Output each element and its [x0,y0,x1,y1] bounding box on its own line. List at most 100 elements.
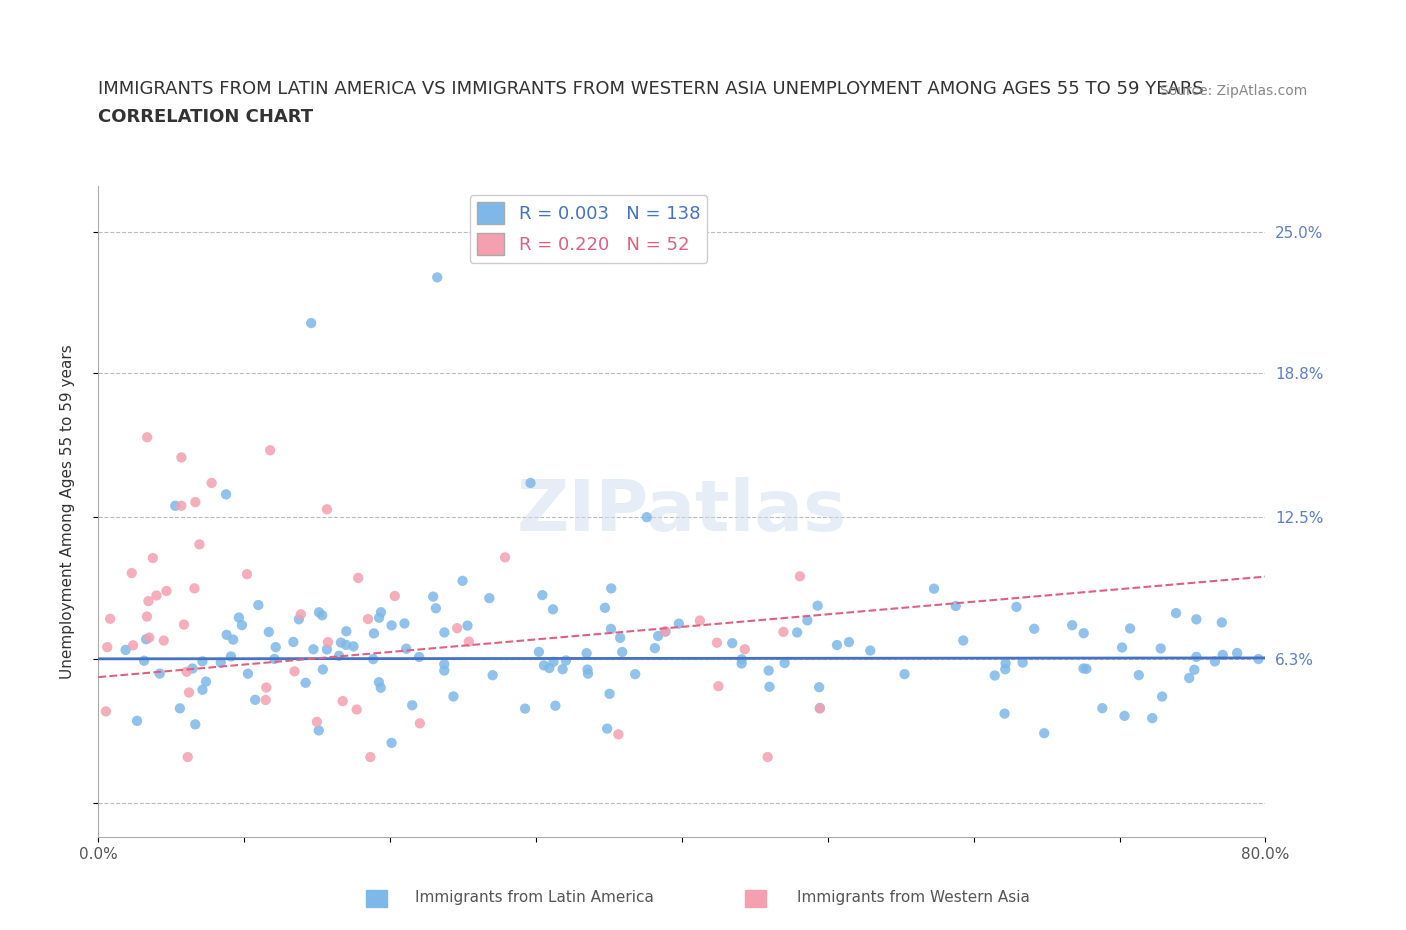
Point [183,581,205,596]
Point [290,607,312,622]
Point [426,270,449,285]
Point [283,634,305,649]
Point [451,574,474,589]
Point [494,550,516,565]
Point [368,610,391,625]
Point [593,601,616,616]
Text: ZIPatlas: ZIPatlas [517,477,846,546]
Point [1185,649,1208,664]
Point [254,680,277,695]
Point [145,588,167,603]
Point [600,621,623,636]
Point [134,653,156,668]
Point [859,643,882,658]
Point [308,723,330,737]
Text: CORRELATION CHART: CORRELATION CHART [98,108,314,126]
Point [734,642,756,657]
Point [1111,640,1133,655]
Point [1226,645,1249,660]
Point [370,681,392,696]
Point [1011,655,1033,670]
Point [152,633,174,648]
Point [446,620,468,635]
Point [689,613,711,628]
Point [543,655,565,670]
Point [170,498,193,513]
Point [236,666,259,681]
Point [184,717,207,732]
Point [149,666,172,681]
Point [308,604,330,619]
Point [259,443,281,458]
Point [443,689,465,704]
Point [201,475,224,490]
Point [346,702,368,717]
Point [952,633,974,648]
Point [825,638,848,653]
Point [381,618,404,632]
Point [636,510,658,525]
Point [155,583,177,598]
Point [555,653,578,668]
Point [721,636,744,651]
Point [302,642,325,657]
Point [254,693,277,708]
Point [363,626,385,641]
Text: Source: ZipAtlas.com: Source: ZipAtlas.com [1160,84,1308,98]
Point [758,679,780,694]
Point [394,616,416,631]
Point [368,675,391,690]
Point [98,611,121,626]
Point [654,624,676,639]
Point [647,629,669,644]
Point [188,537,211,551]
Point [209,656,232,671]
Point [1076,661,1098,676]
Point [544,698,567,713]
Point [1178,671,1201,685]
Point [370,604,392,619]
Point [607,727,630,742]
Point [177,685,200,700]
Point [191,683,214,698]
Point [1073,661,1095,676]
Point [513,701,536,716]
Point [169,701,191,716]
Point [305,714,328,729]
Point [893,667,915,682]
Y-axis label: Unemployment Among Ages 55 to 59 years: Unemployment Among Ages 55 to 59 years [60,344,75,679]
Point [772,624,794,639]
Point [264,640,287,655]
Point [381,736,404,751]
Point [311,608,333,623]
Point [808,700,831,715]
Point [481,668,503,683]
Point [808,701,831,716]
Point [257,625,280,640]
Point [1182,662,1205,677]
Point [401,698,423,712]
Point [531,588,554,603]
Point [1091,701,1114,716]
Point [994,662,1017,677]
Point [1062,618,1084,632]
Point [1204,654,1226,669]
Point [316,635,339,650]
Point [184,495,207,510]
Point [138,631,160,645]
Point [808,680,831,695]
Text: IMMIGRANTS FROM LATIN AMERICA VS IMMIGRANTS FROM WESTERN ASIA UNEMPLOYMENT AMONG: IMMIGRANTS FROM LATIN AMERICA VS IMMIGRA… [98,80,1204,98]
Point [1128,668,1150,683]
Point [299,315,322,330]
Point [215,487,238,502]
Point [195,674,218,689]
Point [288,612,311,627]
Point [263,652,285,667]
Point [600,581,623,596]
Point [789,569,811,584]
Point [316,502,339,517]
Point [384,589,406,604]
Point [342,639,364,654]
Point [122,638,145,653]
Point [361,652,384,667]
